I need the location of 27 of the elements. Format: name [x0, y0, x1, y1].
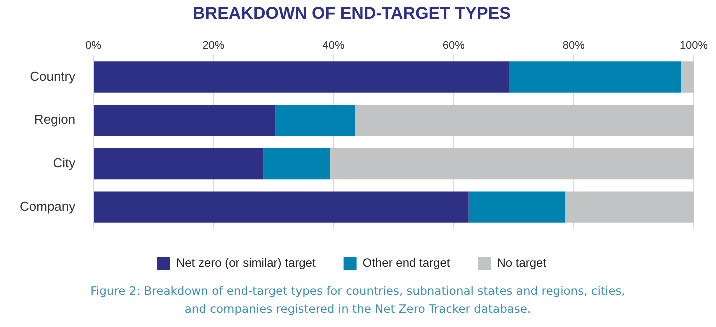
x-tick-label: 0%: [86, 40, 102, 52]
x-tick-label: 80%: [562, 40, 586, 52]
bar: [94, 62, 510, 93]
bar: [355, 105, 694, 136]
bar: [509, 62, 682, 93]
x-tick-label: 20%: [202, 40, 225, 52]
y-tick-label: Country: [30, 68, 76, 84]
bar: [94, 105, 276, 136]
x-tick-label: 40%: [322, 40, 345, 52]
y-tick-label: Company: [20, 198, 76, 214]
bar: [276, 105, 356, 136]
bar: [94, 148, 264, 180]
legend-label: No target: [497, 256, 548, 270]
y-tick-label: Region: [34, 112, 76, 128]
bar: [681, 62, 694, 93]
legend-label: Other end target: [362, 256, 451, 270]
x-tick-label: 100%: [680, 40, 708, 52]
bar: [330, 148, 694, 180]
bar: [264, 148, 330, 180]
bar: [94, 192, 469, 223]
caption: Figure 2: Breakdown of end-target types for countries, subnational states and regions, cities, and companies registered in the Net Zero Tracker database.: [90, 283, 626, 318]
chart-title: BREAKDOWN OF END-TARGET TYPES: [193, 4, 511, 23]
x-tick-label: 60%: [442, 40, 466, 52]
bar: [468, 192, 566, 223]
bar: [566, 192, 694, 223]
legend-label: Net zero (or similar) target: [176, 256, 316, 270]
y-tick-label: City: [53, 156, 76, 171]
